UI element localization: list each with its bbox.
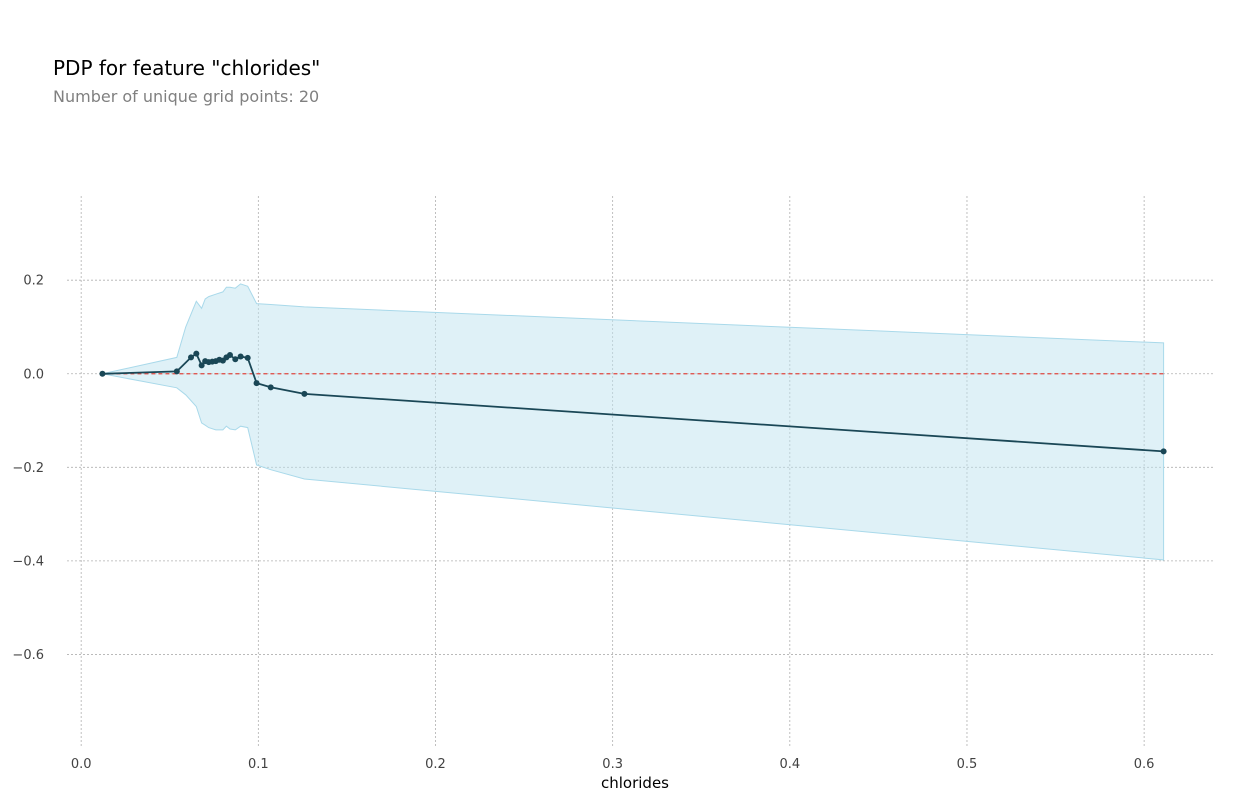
y-tick-label: −0.4 [12,554,44,569]
pdp-point [237,353,244,360]
x-axis-label: chlorides [601,774,669,792]
pdp-point [232,356,239,363]
pdp-point [244,354,251,361]
pdp-point [267,384,274,391]
x-tick-label: 0.0 [71,757,92,772]
confidence-band [102,283,1165,561]
y-tick-label: −0.2 [12,461,44,476]
chart-title: PDP for feature "chlorides" [53,56,321,80]
x-tick-label: 0.4 [779,757,800,772]
pdp-point [193,350,200,357]
x-tick-label: 0.2 [425,757,446,772]
y-tick-label: 0.0 [23,367,44,382]
x-tick-label: 0.3 [602,757,623,772]
x-tick-label: 0.1 [248,757,269,772]
axis-ticks: 0.0 0.1 0.2 0.3 0.4 0.5 0.6 0.2 0.0 −0.2 −0.4 −0.6 [12,274,1154,772]
pdp-point [99,370,106,377]
pdp-point [188,354,195,361]
pdp-point [1160,448,1167,455]
pdp-point [226,352,233,359]
confidence-band-area [102,283,1165,561]
pdp-point [198,362,205,369]
chart-subtitle: Number of unique grid points: 20 [53,87,320,106]
x-tick-label: 0.5 [957,757,978,772]
pdp-series [99,350,1167,455]
pdp-point [253,380,260,387]
pdp-point [173,368,180,375]
pdp-point [301,390,308,397]
x-tick-label: 0.6 [1134,757,1155,772]
y-tick-label: 0.2 [23,274,44,289]
y-tick-label: −0.6 [12,648,44,663]
